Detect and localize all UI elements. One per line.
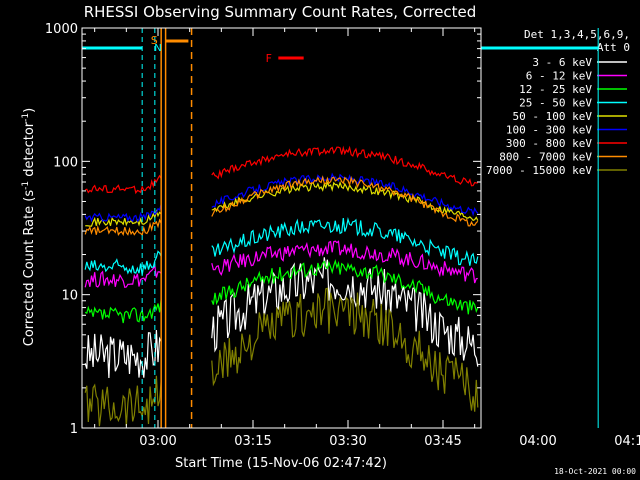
y-label-sup2: -1 <box>21 113 31 122</box>
chart-title: RHESSI Observing Summary Count Rates, Co… <box>84 3 477 21</box>
legend-entry-label: 7000 - 15000 keV <box>486 164 592 177</box>
series-line <box>84 329 162 379</box>
series-line <box>85 209 162 227</box>
series-line <box>211 257 479 367</box>
series-line <box>84 250 162 275</box>
legend-entry-label: 25 - 50 keV <box>519 97 592 110</box>
x-tick-label: 03:30 <box>329 434 366 449</box>
series-line <box>211 145 478 187</box>
legend-entry-label: 100 - 300 keV <box>506 124 592 137</box>
series-line <box>84 203 162 223</box>
interval-markers: SN F <box>82 28 599 428</box>
x-axis-label: Start Time (15-Nov-06 02:47:42) <box>175 456 387 471</box>
legend-entry-label: 6 - 12 keV <box>526 70 593 83</box>
series-line <box>84 174 162 195</box>
plot-frame <box>81 27 482 429</box>
series-line <box>211 175 479 227</box>
series-line <box>84 298 162 324</box>
y-label-sup1: -1 <box>21 181 31 190</box>
x-ticks: 03:00 03:15 03:30 03:45 04:00 04:15 <box>94 28 640 449</box>
y-tick-label: 10 <box>61 289 78 304</box>
series-line <box>211 287 479 412</box>
y-label-main: Corrected Count Rate (s <box>22 190 37 347</box>
legend-entry-label: 12 - 25 keV <box>519 83 592 96</box>
series-line <box>84 263 162 289</box>
legend-entry-label: 300 - 800 keV <box>506 137 592 150</box>
legend-header-2: Att 0 <box>597 41 630 54</box>
flare-label: F <box>266 52 272 65</box>
y-tick-label: 1 <box>70 422 78 437</box>
legend-header-1: Det 1,3,4,5,6,9, <box>524 28 630 41</box>
series-line <box>84 218 162 237</box>
x-tick-label: 04:15 <box>614 434 640 449</box>
night-label: N <box>154 43 161 54</box>
legend-entry-label: 800 - 7000 keV <box>499 151 592 164</box>
saa-label: S <box>151 34 158 47</box>
legend-entry-label: 50 - 100 keV <box>513 110 593 123</box>
y-axis-label: Corrected Count Rate (s-1 detector-1) <box>21 108 37 346</box>
y-tick-label: 100 <box>53 155 78 170</box>
x-tick-label: 03:45 <box>424 434 461 449</box>
y-label-end: ) <box>22 108 37 113</box>
series-line <box>211 258 479 315</box>
legend-entry-label: 3 - 6 keV <box>532 56 592 69</box>
series-line <box>211 240 478 284</box>
series-line <box>84 375 162 427</box>
y-ticks: 1 10 100 1000 <box>45 22 481 437</box>
y-label-mid: detector <box>22 121 37 181</box>
y-tick-label: 1000 <box>45 22 78 37</box>
series-line <box>211 217 479 266</box>
footer-date: 18-Oct-2021 00:00 <box>554 467 636 476</box>
data-layer <box>84 145 479 427</box>
x-tick-label: 04:00 <box>519 434 556 449</box>
x-tick-label: 03:15 <box>234 434 271 449</box>
x-tick-label: 03:00 <box>139 434 176 449</box>
